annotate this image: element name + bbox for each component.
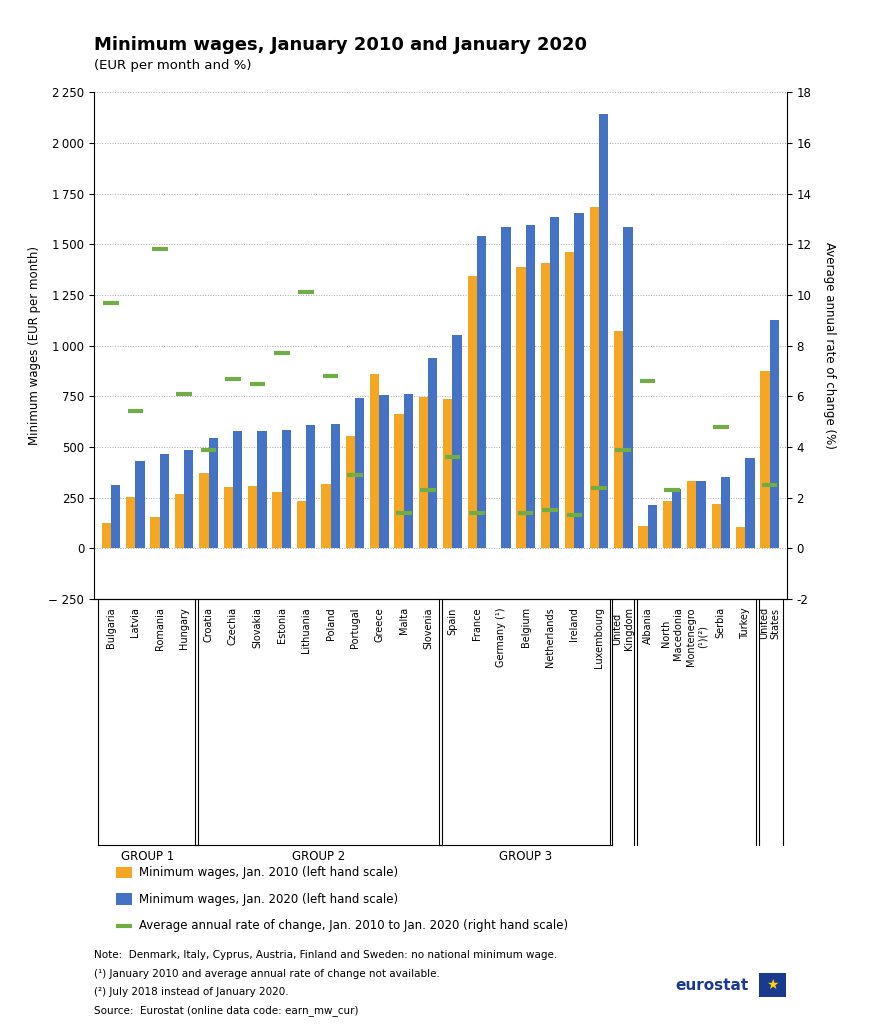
Bar [282,430,291,549]
Bar [517,267,526,549]
Bar [468,276,477,549]
Bar [297,502,306,549]
Bar [761,371,770,549]
Bar [638,525,647,549]
Text: Albania: Albania [643,607,653,644]
Text: eurostat: eurostat [675,978,748,992]
Bar [623,226,633,549]
Bar [233,431,242,549]
Bar [379,394,389,549]
Text: Netherlands: Netherlands [545,607,555,667]
Text: Slovakia: Slovakia [252,607,262,648]
Text: North
Macedonia: North Macedonia [662,607,683,660]
Text: Romania: Romania [155,607,164,650]
Text: Slovenia: Slovenia [423,607,433,649]
Text: Ireland: Ireland [569,607,579,641]
Text: GROUP 3: GROUP 3 [499,850,552,863]
Bar [550,217,560,549]
Text: Croatia: Croatia [204,607,214,642]
Bar [150,517,160,549]
Bar [614,331,623,549]
Text: GROUP 2: GROUP 2 [291,850,345,863]
Bar [321,484,331,549]
Bar [590,207,599,549]
Text: Hungary: Hungary [179,607,190,649]
Text: Malta: Malta [399,607,409,634]
Bar [394,414,404,549]
Text: Montenegro
(¹)(²): Montenegro (¹)(²) [686,607,707,666]
Bar [770,321,779,549]
Bar [502,227,510,549]
Bar [452,336,462,549]
Bar [248,486,257,549]
Text: Average annual rate of change, Jan. 2010 to Jan. 2020 (right hand scale): Average annual rate of change, Jan. 2010… [139,920,568,932]
Text: Minimum wages, Jan. 2010 (left hand scale): Minimum wages, Jan. 2010 (left hand scal… [139,866,398,879]
Text: Germany (¹): Germany (¹) [496,607,506,667]
Bar [257,431,266,549]
Bar [199,473,208,549]
Text: Poland: Poland [325,607,335,640]
Text: Estonia: Estonia [277,607,287,643]
Bar [712,504,721,549]
Text: Belgium: Belgium [520,607,531,647]
Bar [404,394,413,549]
Bar [135,461,145,549]
Bar [273,492,282,549]
Bar [175,494,184,549]
Text: (¹) January 2010 and average annual rate of change not available.: (¹) January 2010 and average annual rate… [94,969,440,979]
Bar [736,527,746,549]
Bar [184,450,193,549]
Bar [102,523,111,549]
Text: Greece: Greece [375,607,384,642]
Text: Spain: Spain [448,607,458,635]
Bar [418,396,428,549]
Bar [672,488,681,549]
Bar [111,485,120,549]
Text: (EUR per month and %): (EUR per month and %) [94,59,251,73]
Bar [370,374,379,549]
Bar [126,497,135,549]
Text: Turkey: Turkey [740,607,750,639]
Bar [662,501,672,549]
Text: Czechia: Czechia [228,607,238,645]
Text: United
States: United States [759,607,780,639]
Bar [224,487,233,549]
Text: Lithuania: Lithuania [301,607,311,653]
Text: Source:  Eurostat (online data code: earn_mw_cur): Source: Eurostat (online data code: earn… [94,1006,358,1017]
Text: Portugal: Portugal [350,607,360,648]
Bar [331,425,340,549]
Text: Minimum wages, Jan. 2020 (left hand scale): Minimum wages, Jan. 2020 (left hand scal… [139,893,398,905]
Bar [428,357,437,549]
Bar [355,398,364,549]
Bar [208,437,218,549]
Text: (²) July 2018 instead of January 2020.: (²) July 2018 instead of January 2020. [94,987,289,997]
Bar [746,459,755,549]
Y-axis label: Average annual rate of change (%): Average annual rate of change (%) [822,242,836,450]
Text: Bulgaria: Bulgaria [106,607,116,648]
Text: Minimum wages, January 2010 and January 2020: Minimum wages, January 2010 and January … [94,36,586,54]
Text: Latvia: Latvia [131,607,140,637]
Bar [541,263,550,549]
Bar [565,252,575,549]
Y-axis label: Minimum wages (EUR per month): Minimum wages (EUR per month) [29,246,41,445]
Text: GROUP 1: GROUP 1 [121,850,174,863]
Text: Note:  Denmark, Italy, Cyprus, Austria, Finland and Sweden: no national minimum : Note: Denmark, Italy, Cyprus, Austria, F… [94,950,557,961]
Bar [346,436,355,549]
Bar [721,477,730,549]
Bar [306,425,316,549]
Bar [526,225,535,549]
Bar [647,505,657,549]
Bar [575,213,584,549]
Bar [160,454,169,549]
Text: Luxembourg: Luxembourg [594,607,603,669]
Bar [687,481,696,549]
Bar [443,398,452,549]
Text: France: France [472,607,482,640]
Bar [599,114,608,549]
Bar [696,481,705,549]
Bar [477,237,486,549]
Text: United
Kingdom: United Kingdom [612,607,634,650]
Text: Serbia: Serbia [716,607,726,638]
Text: ★: ★ [766,978,779,992]
